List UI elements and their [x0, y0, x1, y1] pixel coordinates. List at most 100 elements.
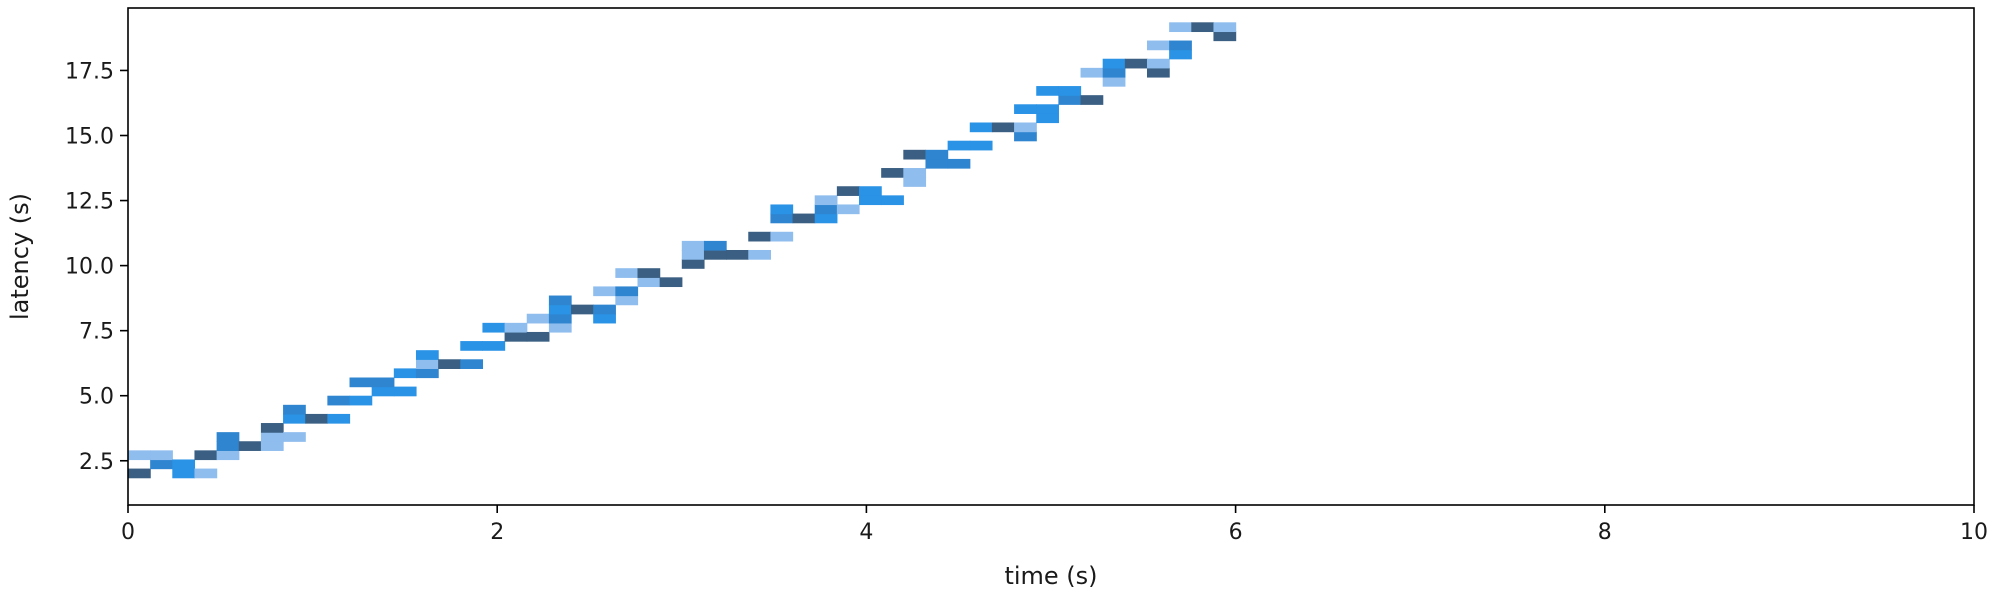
heatmap-cell: [438, 359, 461, 369]
heatmap-cell: [1036, 86, 1059, 96]
heatmap-cell: [172, 459, 196, 470]
x-tick-label: 10: [1960, 520, 1988, 545]
heatmap-cell: [216, 441, 240, 451]
heatmap-cell: [925, 149, 949, 160]
y-axis: 2.5 5.0 7.5 10.0 12.5 15.0 17.5: [65, 59, 128, 475]
heatmap-cell: [150, 459, 173, 470]
heatmap-cell: [1102, 76, 1126, 87]
heatmap-cells: [128, 22, 1237, 479]
heatmap-cell: [681, 259, 705, 269]
heatmap-cell: [371, 386, 395, 397]
y-tick-label: 7.5: [79, 320, 114, 345]
heatmap-cell: [681, 240, 705, 251]
heatmap-cell: [1146, 40, 1170, 51]
heatmap-cell: [260, 441, 284, 451]
heatmap-cell: [1058, 95, 1082, 105]
heatmap-cell: [903, 168, 927, 178]
heatmap-cell: [615, 268, 639, 278]
heatmap-cell: [415, 359, 439, 369]
x-tick-label: 6: [1229, 520, 1243, 545]
heatmap-cell: [482, 341, 506, 351]
y-tick-label: 2.5: [79, 450, 114, 475]
heatmap-cell: [748, 249, 772, 260]
plot-frame: [127, 7, 1975, 506]
heatmap-cell: [1014, 104, 1037, 114]
heatmap-cell: [526, 313, 550, 324]
heatmap-cell: [814, 195, 838, 206]
heatmap-cell: [415, 368, 439, 379]
heatmap-cell: [283, 413, 306, 424]
heatmap-cell: [1036, 113, 1059, 124]
y-tick-label: 10.0: [65, 255, 114, 280]
heatmap-cell: [548, 304, 572, 315]
heatmap-cell: [1014, 122, 1037, 133]
heatmap-cell: [770, 213, 794, 224]
heatmap-cell: [947, 140, 971, 151]
y-tick-label: 15.0: [65, 125, 114, 150]
heatmap-cell: [1102, 67, 1126, 78]
heatmap-cell: [615, 286, 639, 297]
heatmap-cell: [260, 423, 284, 433]
heatmap-cell: [1014, 131, 1037, 142]
heatmap-cell: [615, 295, 639, 306]
heatmap-cell: [393, 368, 417, 379]
heatmap-cell: [460, 359, 484, 369]
heatmap-cell: [548, 313, 572, 324]
heatmap-cell: [859, 195, 882, 206]
heatmap-cell: [726, 249, 749, 260]
heatmap-cell: [748, 231, 772, 242]
y-tick-label: 12.5: [65, 190, 114, 215]
heatmap-cell: [1036, 104, 1059, 114]
heatmap-cell: [327, 395, 351, 406]
heatmap-cell: [305, 413, 328, 424]
heatmap-cell: [925, 158, 949, 169]
heatmap-cell: [1080, 67, 1104, 78]
heatmap-cell: [1146, 67, 1170, 78]
heatmap-cell: [637, 277, 661, 288]
heatmap-cell: [593, 313, 616, 324]
heatmap-cell: [881, 168, 904, 178]
heatmap-cell: [150, 450, 173, 461]
heatmap-cell: [1169, 49, 1192, 60]
heatmap-cell: [836, 204, 860, 215]
heatmap-cell: [526, 331, 550, 342]
heatmap-cell: [194, 450, 218, 461]
heatmap-cell: [460, 341, 484, 351]
heatmap-cell: [216, 450, 240, 461]
heatmap-cell: [571, 304, 594, 315]
y-axis-label: latency (s): [6, 193, 34, 320]
heatmap-cell: [814, 213, 838, 224]
heatmap-cell: [1213, 31, 1237, 42]
heatmap-cell: [327, 413, 351, 424]
x-axis-label: time (s): [1004, 562, 1097, 590]
heatmap-cell: [194, 468, 218, 479]
heatmap-cell: [703, 249, 727, 260]
heatmap-cell: [681, 249, 705, 260]
heatmap-cell: [703, 240, 727, 251]
heatmap-cell: [836, 186, 860, 196]
heatmap-cell: [903, 149, 927, 160]
heatmap-cell: [814, 204, 838, 215]
heatmap-cell: [349, 395, 373, 406]
heatmap-cell: [482, 322, 506, 333]
heatmap-cell: [1080, 95, 1104, 105]
heatmap-cell: [260, 432, 284, 442]
heatmap-cell: [548, 295, 572, 306]
heatmap-cell: [349, 377, 373, 388]
heatmap-cell: [881, 195, 904, 206]
heatmap-cell: [172, 468, 196, 479]
heatmap-cell: [593, 304, 616, 315]
heatmap-cell: [128, 450, 151, 461]
y-tick-label: 17.5: [65, 59, 114, 84]
heatmap-cell: [792, 213, 816, 224]
heatmap-cell: [1146, 58, 1170, 69]
heatmap-cell: [504, 331, 528, 342]
heatmap-cell: [659, 277, 683, 288]
heatmap-cell: [1124, 58, 1148, 69]
heatmap-cell: [593, 286, 616, 297]
heatmap-cell: [1169, 40, 1192, 51]
heatmap-cell: [1213, 22, 1237, 33]
heatmap-cell: [770, 204, 794, 215]
x-axis: 0 2 4 6 8 10: [121, 505, 1988, 545]
